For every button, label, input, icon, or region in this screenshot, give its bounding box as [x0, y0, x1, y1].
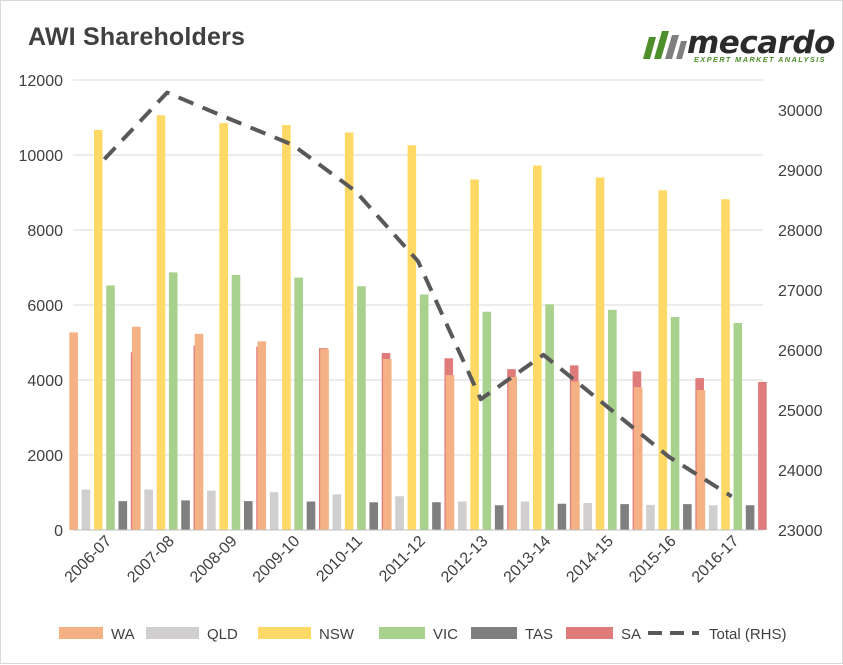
bar-vic — [169, 272, 178, 530]
bar-tas — [307, 502, 316, 531]
legend-label: Total (RHS) — [709, 626, 787, 643]
y2-tick-label: 27000 — [778, 283, 823, 300]
bar-qld — [458, 502, 467, 531]
y-tick-label: 0 — [54, 523, 63, 540]
bar-nsw — [282, 125, 291, 530]
bar-nsw — [157, 115, 166, 530]
y-tick-label: 12000 — [19, 73, 64, 90]
y2-tick-label: 29000 — [778, 163, 823, 180]
bar-nsw — [596, 178, 605, 531]
bar-qld — [144, 490, 153, 531]
bar-nsw — [533, 166, 542, 531]
bar-qld — [82, 490, 91, 531]
y2-tick-label: 30000 — [778, 103, 823, 120]
bar-qld — [709, 505, 718, 530]
bar-qld — [395, 496, 404, 530]
bar-tas — [432, 502, 441, 530]
bar-vic — [545, 304, 554, 530]
bar-wa — [257, 341, 266, 530]
bar-qld — [207, 491, 216, 530]
x-tick-label: 2012-13 — [438, 533, 492, 587]
bar-vic — [232, 275, 241, 530]
bar-qld — [583, 503, 592, 530]
legend-label: SA — [621, 626, 641, 643]
y2-tick-label: 26000 — [778, 343, 823, 360]
bar-vic — [733, 323, 742, 530]
bar-wa — [446, 375, 455, 530]
bar-tas — [244, 501, 253, 530]
x-tick-label: 2013-14 — [501, 533, 555, 587]
bar-wa — [383, 359, 392, 530]
legend-swatch-qld — [146, 627, 199, 639]
bar-vic — [357, 286, 366, 530]
bar-qld — [646, 505, 655, 530]
bar-tas — [746, 505, 755, 530]
y2-tick-label: 25000 — [778, 403, 823, 420]
y-tick-label: 6000 — [27, 298, 63, 315]
x-tick-label: 2009-10 — [250, 533, 304, 587]
y-tick-label: 4000 — [27, 373, 63, 390]
bar-tas — [369, 502, 378, 530]
bar-vic — [420, 295, 429, 531]
bar-qld — [521, 502, 530, 531]
legend-label: TAS — [525, 626, 553, 643]
x-tick-label: 2007-08 — [124, 533, 178, 587]
bar-nsw — [94, 130, 103, 530]
bar-wa — [132, 327, 141, 530]
bar-nsw — [345, 133, 354, 531]
bar-wa — [195, 334, 204, 530]
legend-swatch-sa — [566, 627, 613, 639]
bar-wa — [571, 382, 580, 531]
y-tick-label: 10000 — [19, 148, 64, 165]
bar-vic — [106, 286, 115, 531]
bar-nsw — [658, 190, 667, 530]
bar-qld — [270, 492, 279, 530]
bar-nsw — [721, 199, 730, 530]
legend-swatch-nsw — [258, 627, 311, 639]
bar-vic — [294, 278, 303, 530]
bar-tas — [119, 501, 128, 530]
legend-label: VIC — [433, 626, 458, 643]
bar-vic — [608, 310, 617, 530]
bar-tas — [495, 505, 504, 530]
bar-tas — [181, 500, 190, 530]
bar-tas — [683, 504, 692, 530]
bar-vic — [671, 317, 680, 530]
y-tick-label: 8000 — [27, 223, 63, 240]
y-tick-label: 2000 — [27, 448, 63, 465]
legend-swatch-wa — [59, 627, 103, 639]
x-tick-label: 2008-09 — [187, 533, 241, 587]
x-tick-label: 2014-15 — [563, 533, 617, 587]
x-tick-label: 2016-17 — [689, 533, 743, 587]
bar-wa — [508, 377, 517, 530]
bar-nsw — [470, 179, 479, 530]
bar-nsw — [219, 123, 228, 530]
bar-wa — [697, 390, 706, 530]
x-tick-label: 2006-07 — [62, 533, 116, 587]
legend-label: WA — [111, 626, 135, 643]
bar-vic — [483, 312, 492, 530]
legend-label: QLD — [207, 626, 238, 643]
bar-sa — [758, 382, 767, 530]
x-tick-label: 2015-16 — [626, 533, 680, 587]
legend-swatch-vic — [379, 627, 425, 639]
x-tick-label: 2011-12 — [376, 533, 429, 586]
bar-nsw — [408, 145, 417, 530]
y2-tick-label: 23000 — [778, 523, 823, 540]
legend-swatch-tas — [471, 627, 517, 639]
bar-tas — [558, 504, 567, 530]
bar-wa — [634, 387, 643, 530]
y2-tick-label: 28000 — [778, 223, 823, 240]
legend-label: NSW — [319, 626, 355, 643]
x-tick-label: 2010-11 — [313, 533, 366, 586]
bar-tas — [620, 504, 629, 530]
bar-wa — [69, 332, 78, 530]
bar-qld — [333, 494, 342, 530]
y2-tick-label: 24000 — [778, 463, 823, 480]
bar-wa — [320, 349, 329, 530]
